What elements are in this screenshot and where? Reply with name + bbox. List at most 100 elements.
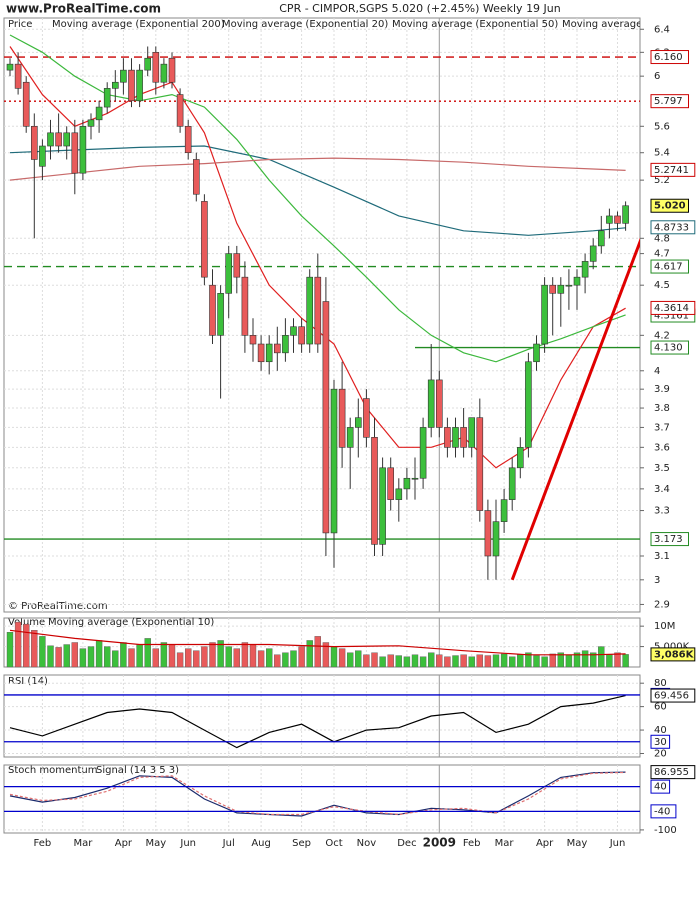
candle-body [597, 230, 605, 247]
volume-bar [241, 642, 249, 668]
value-box [650, 647, 696, 662]
value-box [650, 220, 696, 235]
x-tick-label: Nov [357, 838, 377, 849]
volume-bar [598, 646, 605, 668]
candle-body [427, 379, 435, 428]
volume-bar [282, 652, 289, 668]
volume-bar [79, 648, 87, 668]
volume-bar [614, 652, 621, 668]
candle-body [249, 335, 257, 345]
value-box-label: 40 [654, 782, 667, 793]
series-line [9, 145, 626, 236]
volume-bar [444, 656, 451, 668]
legend-entry: Moving average (Exponential 20) [222, 19, 388, 30]
candle-body [330, 388, 338, 534]
volume-bar [573, 652, 581, 668]
candle-body [508, 467, 516, 500]
value-box [650, 688, 696, 703]
volume-bar [298, 646, 305, 668]
candle-body [346, 427, 354, 448]
y-tick-label: 5.2 [654, 175, 670, 186]
x-tick-label: Jun [179, 838, 196, 849]
panel-frame [3, 674, 641, 758]
legend-entry: Moving average (Exponential 50) [392, 19, 558, 30]
candle-body [435, 379, 443, 428]
candle-body [152, 52, 160, 83]
value-box [650, 340, 689, 355]
volume-bar [209, 642, 216, 668]
volume-bar [249, 644, 257, 668]
volume-bar [500, 653, 508, 668]
panel-frame [3, 617, 641, 668]
volume-bar [387, 654, 394, 668]
volume-bar [225, 646, 232, 668]
candle-body [484, 510, 492, 557]
y-tick-label: 40 [654, 725, 667, 736]
candle-body [411, 477, 419, 480]
candle-body [201, 201, 208, 278]
volume-bar [557, 652, 564, 668]
candle-body [233, 253, 241, 278]
candle-body [468, 417, 476, 448]
value-box-label: 69.456 [654, 691, 689, 702]
candle-body [306, 276, 314, 345]
volume-bar [266, 648, 273, 668]
volume-bar [176, 652, 184, 668]
volume-bar [95, 640, 103, 668]
x-tick-label: Aug [251, 838, 271, 849]
x-tick-label: May [567, 838, 588, 849]
y-tick-label: 10M [654, 621, 675, 632]
y-tick-label: 4.5 [654, 280, 670, 291]
volume-bar [47, 645, 54, 668]
volume-bar [201, 646, 208, 668]
y-tick-label: 6 [654, 71, 660, 82]
volume-bar [428, 652, 435, 668]
legend-entry: Signal (14 3 5 3) [96, 765, 179, 776]
candle-body [273, 343, 281, 354]
y-tick-label: 5.4 [654, 148, 670, 159]
volume-bar [460, 654, 467, 668]
volume-bar [403, 656, 411, 668]
volume-bar [31, 630, 38, 668]
volume-bar [622, 654, 629, 668]
candle-body [95, 106, 103, 121]
volume-bar [39, 636, 46, 668]
y-tick-label: 3.7 [654, 422, 670, 433]
value-box [650, 779, 671, 794]
volume-bar [411, 654, 419, 668]
trend-line [510, 237, 640, 581]
candle-body [87, 119, 95, 127]
y-tick-label: 4 [654, 366, 660, 377]
volume-bar [436, 654, 443, 668]
series-line [9, 629, 626, 656]
volume-bar [55, 647, 62, 668]
y-tick-label: 6.4 [654, 24, 670, 35]
y-tick-label: 3.3 [654, 506, 670, 517]
y-tick-label: 3.4 [654, 484, 670, 495]
value-box [650, 50, 689, 65]
candle-body [541, 284, 548, 345]
value-box-label: 30 [654, 737, 667, 748]
volume-bar [306, 640, 313, 668]
volume-bar [338, 648, 346, 668]
candle-body [290, 326, 297, 336]
y-tick-label: 80 [654, 678, 667, 689]
volume-bar [136, 644, 143, 668]
candle-body [136, 69, 143, 102]
volume-bar [14, 621, 22, 668]
volume-bar [492, 654, 500, 668]
candle-body [444, 427, 451, 448]
candle-body [184, 125, 192, 154]
value-box [650, 804, 677, 819]
volume-bar [606, 654, 613, 668]
volume-bar [525, 652, 532, 668]
candle-body [573, 276, 581, 286]
volume-bar [581, 650, 589, 668]
legend-entry: Moving average (Exponential (5 [562, 19, 700, 30]
candle-body [176, 94, 184, 127]
value-box-label: 3.173 [654, 534, 683, 545]
y-tick-label: 3.6 [654, 442, 670, 453]
value-box [650, 734, 671, 749]
value-box-label: 4.8733 [654, 222, 689, 233]
